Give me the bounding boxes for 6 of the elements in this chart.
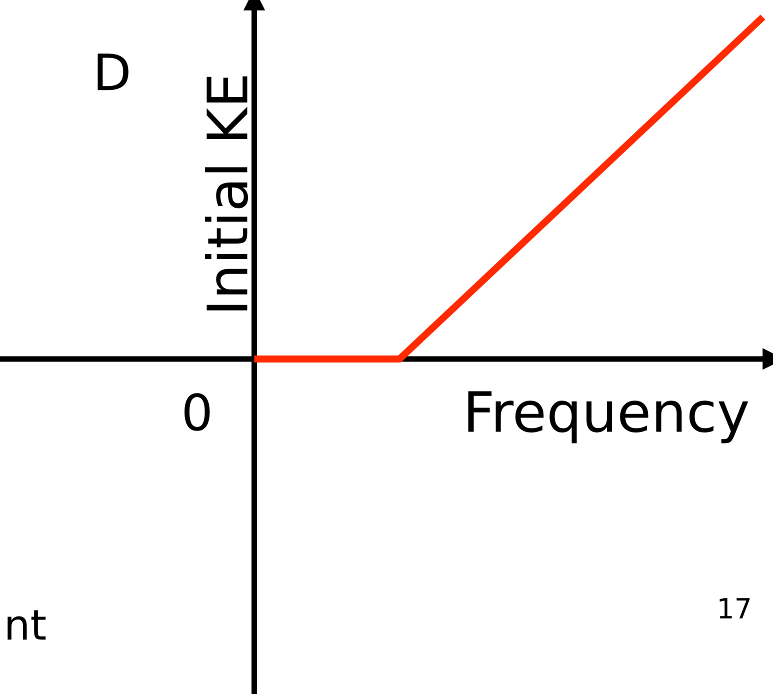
text: 17 (720, 598, 750, 618)
x-axis-title: Frequency (468, 391, 748, 444)
text: D (98, 54, 128, 90)
y-axis-title: Initial KE (205, 76, 248, 310)
text: 0 (184, 393, 210, 431)
text: nt (8, 610, 46, 640)
